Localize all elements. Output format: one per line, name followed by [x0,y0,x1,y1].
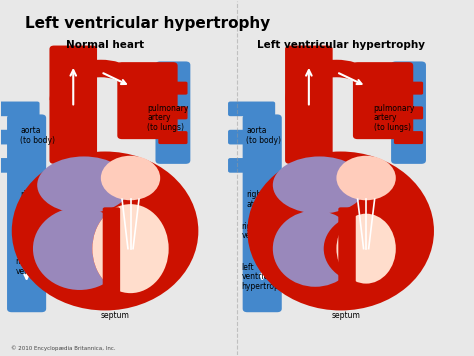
FancyBboxPatch shape [353,62,413,139]
FancyBboxPatch shape [7,114,46,312]
FancyBboxPatch shape [0,101,39,116]
FancyBboxPatch shape [155,62,191,164]
Text: Left ventricular hypertrophy: Left ventricular hypertrophy [25,16,270,31]
FancyBboxPatch shape [394,106,423,119]
Text: right
ventricle: right ventricle [242,222,275,240]
Ellipse shape [92,204,169,293]
FancyBboxPatch shape [0,158,39,173]
Ellipse shape [337,156,396,200]
Text: right
atrium: right atrium [20,190,46,209]
Text: pulmonary
artery
(to lungs): pulmonary artery (to lungs) [374,104,415,132]
Ellipse shape [12,152,198,310]
FancyBboxPatch shape [49,46,97,164]
Text: left
atrium: left atrium [383,179,409,198]
FancyBboxPatch shape [228,130,275,145]
FancyBboxPatch shape [0,130,39,145]
FancyBboxPatch shape [103,207,120,300]
Text: right
atrium: right atrium [246,190,272,209]
FancyBboxPatch shape [158,106,188,119]
Ellipse shape [337,214,396,284]
FancyBboxPatch shape [394,131,423,144]
FancyBboxPatch shape [228,101,275,116]
Text: right
ventricle: right ventricle [16,257,49,276]
Ellipse shape [273,210,357,287]
FancyBboxPatch shape [243,114,282,312]
Ellipse shape [324,214,409,284]
Text: Normal heart: Normal heart [66,40,144,50]
FancyBboxPatch shape [228,158,275,173]
FancyBboxPatch shape [158,82,188,95]
FancyBboxPatch shape [285,46,333,164]
Text: septum: septum [331,311,360,320]
Ellipse shape [92,204,169,293]
Ellipse shape [33,207,126,290]
FancyBboxPatch shape [338,207,356,300]
Text: left
atrium: left atrium [157,179,182,198]
Ellipse shape [101,156,160,200]
Ellipse shape [37,156,130,214]
Ellipse shape [273,156,366,214]
Text: Left ventricular hypertrophy: Left ventricular hypertrophy [256,40,425,50]
FancyBboxPatch shape [158,131,188,144]
Text: aorta
(to body): aorta (to body) [246,126,282,145]
Text: aorta
(to body): aorta (to body) [20,126,55,145]
FancyBboxPatch shape [117,62,178,139]
Text: left
ventricle: left ventricle [374,264,407,283]
Text: © 2010 Encyclopædia Britannica, Inc.: © 2010 Encyclopædia Britannica, Inc. [11,345,116,351]
Text: left
ventricular
hypertrophy: left ventricular hypertrophy [242,263,289,291]
FancyBboxPatch shape [391,62,426,164]
Text: septum: septum [100,311,129,320]
Text: pulmonary
artery
(to lungs): pulmonary artery (to lungs) [147,104,189,132]
Ellipse shape [247,152,434,310]
FancyBboxPatch shape [394,82,423,95]
Text: left
ventricle: left ventricle [128,264,162,283]
